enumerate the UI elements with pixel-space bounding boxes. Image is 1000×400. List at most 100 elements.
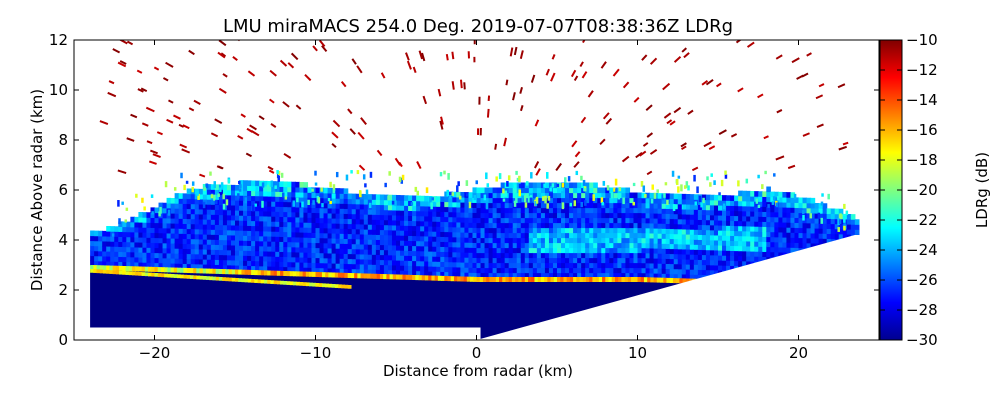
slant-band-cell xyxy=(321,283,326,288)
cloud-cell xyxy=(214,224,220,230)
cloud-cell xyxy=(428,211,433,217)
low-level-cell xyxy=(291,275,296,328)
cloud-cell xyxy=(705,204,711,211)
cloud-cell xyxy=(194,233,200,240)
cloud-cell xyxy=(271,251,276,257)
cloud-cell xyxy=(251,230,256,237)
cloud-cell xyxy=(279,256,284,262)
cloud-cell xyxy=(408,210,413,216)
cloud-cell xyxy=(315,207,321,214)
cloud-cell xyxy=(420,240,425,247)
melting-layer-cell xyxy=(189,268,194,274)
cloud-cell xyxy=(718,260,723,266)
y-tick-label: 12 xyxy=(49,31,68,49)
cloud-cell xyxy=(158,257,164,264)
cloud-cell xyxy=(291,206,296,213)
low-level-cell xyxy=(218,273,224,328)
cloud-cell xyxy=(540,247,546,254)
cloud-cell xyxy=(396,270,401,276)
cloud-cell xyxy=(150,232,156,238)
cloud-cell xyxy=(327,212,333,219)
cloud-cell xyxy=(162,212,168,219)
cloud-cell xyxy=(408,225,413,231)
cloud-cell xyxy=(565,247,570,254)
cloud-cell xyxy=(492,267,498,274)
cloud-cell xyxy=(460,222,466,228)
cloud-cell xyxy=(456,191,461,198)
cloud-cell xyxy=(701,229,707,236)
cloud-cell xyxy=(162,247,168,254)
cloud-cell xyxy=(673,253,679,260)
noise-streak xyxy=(635,151,643,159)
cloud-cell xyxy=(492,252,498,259)
cloud-cell xyxy=(629,212,635,219)
cloud-top-cell xyxy=(502,188,505,194)
cloud-cell xyxy=(609,207,614,214)
cloud-cell xyxy=(681,258,687,265)
cloud-cell xyxy=(464,212,470,218)
cloud-cell xyxy=(597,272,602,279)
cloud-cell xyxy=(299,187,305,193)
melting-layer-cell xyxy=(218,269,223,274)
cloud-cell xyxy=(287,236,292,243)
cloud-cell xyxy=(718,240,723,246)
cloud-cell xyxy=(323,267,329,274)
cloud-cell xyxy=(532,187,538,194)
cloud-cell xyxy=(802,222,808,229)
cloud-cell xyxy=(343,263,349,269)
cloud-cell xyxy=(532,207,538,214)
cloud-cell xyxy=(363,264,369,270)
cloud-cell xyxy=(339,228,345,234)
slant-band-cell xyxy=(173,274,178,278)
cloud-cell xyxy=(552,242,558,249)
low-level-cell xyxy=(387,278,393,328)
cloud-cell xyxy=(468,212,474,218)
cloud-cell xyxy=(138,262,144,268)
cloud-cell xyxy=(255,230,260,237)
low-level-cell xyxy=(90,269,95,328)
slant-band-cell xyxy=(228,277,233,282)
cloud-cell xyxy=(275,201,280,207)
cloud-cell xyxy=(665,203,671,209)
cloud-cell xyxy=(713,254,719,261)
cloud-cell xyxy=(536,212,542,219)
cloud-cell xyxy=(641,257,647,264)
cloud-top-cell xyxy=(485,202,489,210)
cloud-cell xyxy=(202,224,208,230)
cloud-cell xyxy=(524,217,530,224)
cloud-cell xyxy=(532,257,538,264)
cloud-cell xyxy=(359,253,365,260)
cloud-cell xyxy=(484,232,490,239)
cloud-cell xyxy=(275,241,280,247)
cloud-cell xyxy=(488,232,494,239)
cloud-top-cell xyxy=(843,203,846,209)
cloud-cell xyxy=(649,207,655,214)
cloud-cell xyxy=(255,255,260,262)
cloud-cell xyxy=(186,258,192,265)
cloud-top-cell xyxy=(456,185,459,193)
cloud-cell xyxy=(488,207,494,214)
cloud-cell xyxy=(444,201,449,208)
cloud-cell xyxy=(718,245,723,251)
cloud-cell xyxy=(516,262,522,269)
noise-streak xyxy=(140,87,148,93)
cloud-cell xyxy=(814,218,820,224)
cloud-cell xyxy=(456,216,461,223)
cloud-cell xyxy=(557,247,562,254)
noise-streak xyxy=(146,140,153,145)
cloud-cell xyxy=(713,204,719,211)
cloud-cell xyxy=(810,222,816,229)
cloud-cell xyxy=(786,222,792,228)
cloud-cell xyxy=(637,227,643,234)
cloud-cell xyxy=(645,217,651,224)
cloud-top-cell xyxy=(518,189,522,197)
cloud-cell xyxy=(122,221,127,228)
cloud-cell xyxy=(846,224,852,230)
cloud-cell xyxy=(569,257,574,264)
cloud-cell xyxy=(645,192,651,199)
cloud-cell xyxy=(375,239,381,245)
cloud-cell xyxy=(657,243,663,249)
cloud-top-cell xyxy=(191,181,195,186)
cloud-cell xyxy=(142,247,148,253)
cloud-cell xyxy=(408,240,413,246)
